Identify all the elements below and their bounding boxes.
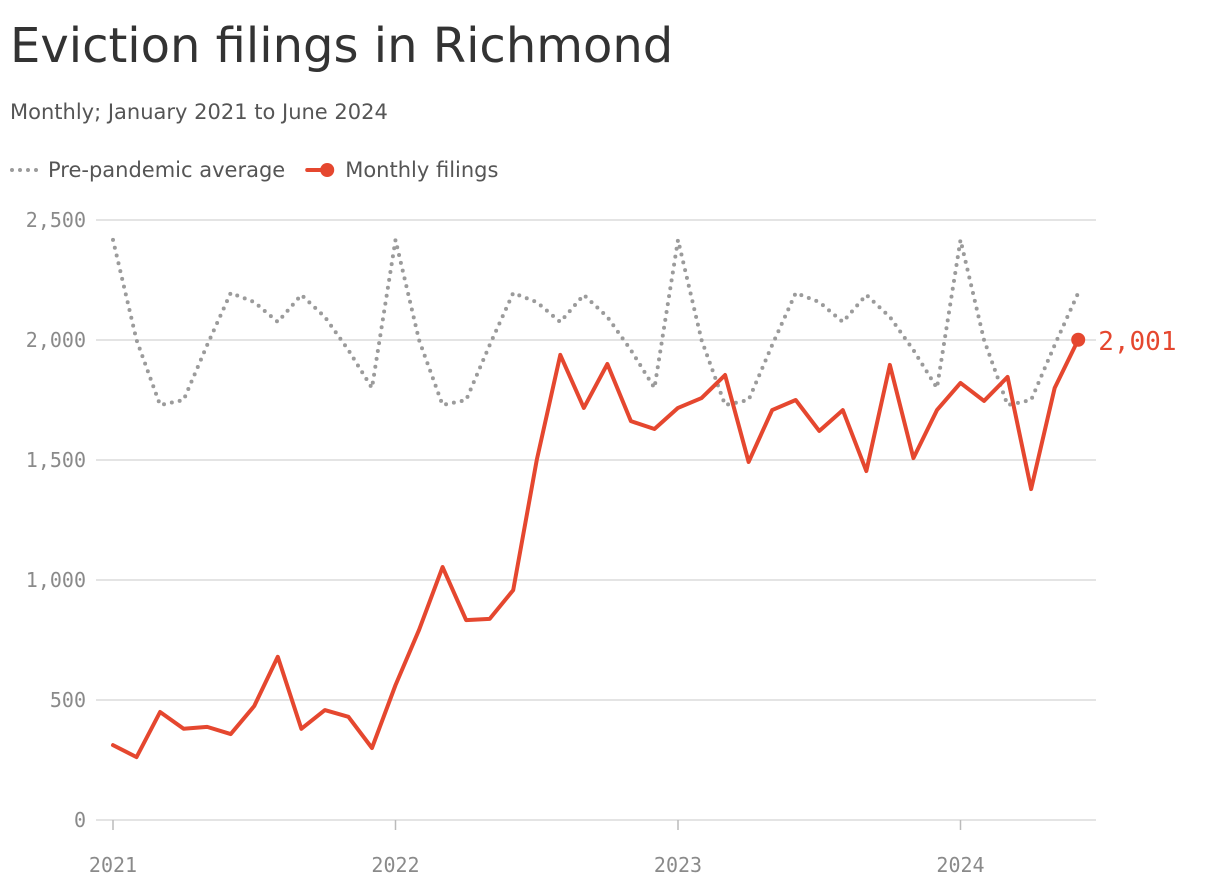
legend-marker bbox=[320, 163, 335, 177]
x-tick-label: 2021 bbox=[89, 853, 137, 877]
y-tick-label: 2,000 bbox=[26, 328, 86, 352]
x-tick-label: 2024 bbox=[936, 853, 984, 877]
point bbox=[1071, 332, 1086, 347]
chart-title: Eviction filings in Richmond bbox=[10, 18, 673, 74]
legend-label: Monthly filings bbox=[345, 158, 498, 182]
series-line bbox=[111, 337, 1081, 760]
chart-subtitle: Monthly; January 2021 to June 2024 bbox=[10, 100, 388, 124]
y-tick-label: 1,000 bbox=[26, 568, 86, 592]
x-tick-label: 2023 bbox=[654, 853, 702, 877]
x-tick-label: 2022 bbox=[371, 853, 419, 877]
y-tick-label: 500 bbox=[50, 688, 86, 712]
series-line bbox=[111, 237, 1081, 408]
y-tick-label: 0 bbox=[74, 808, 86, 832]
value-label: 2,001 bbox=[1098, 327, 1176, 357]
y-tick-label: 2,500 bbox=[26, 208, 86, 232]
y-tick-label: 1,500 bbox=[26, 448, 86, 472]
legend-label: Pre-pandemic average bbox=[48, 158, 285, 182]
